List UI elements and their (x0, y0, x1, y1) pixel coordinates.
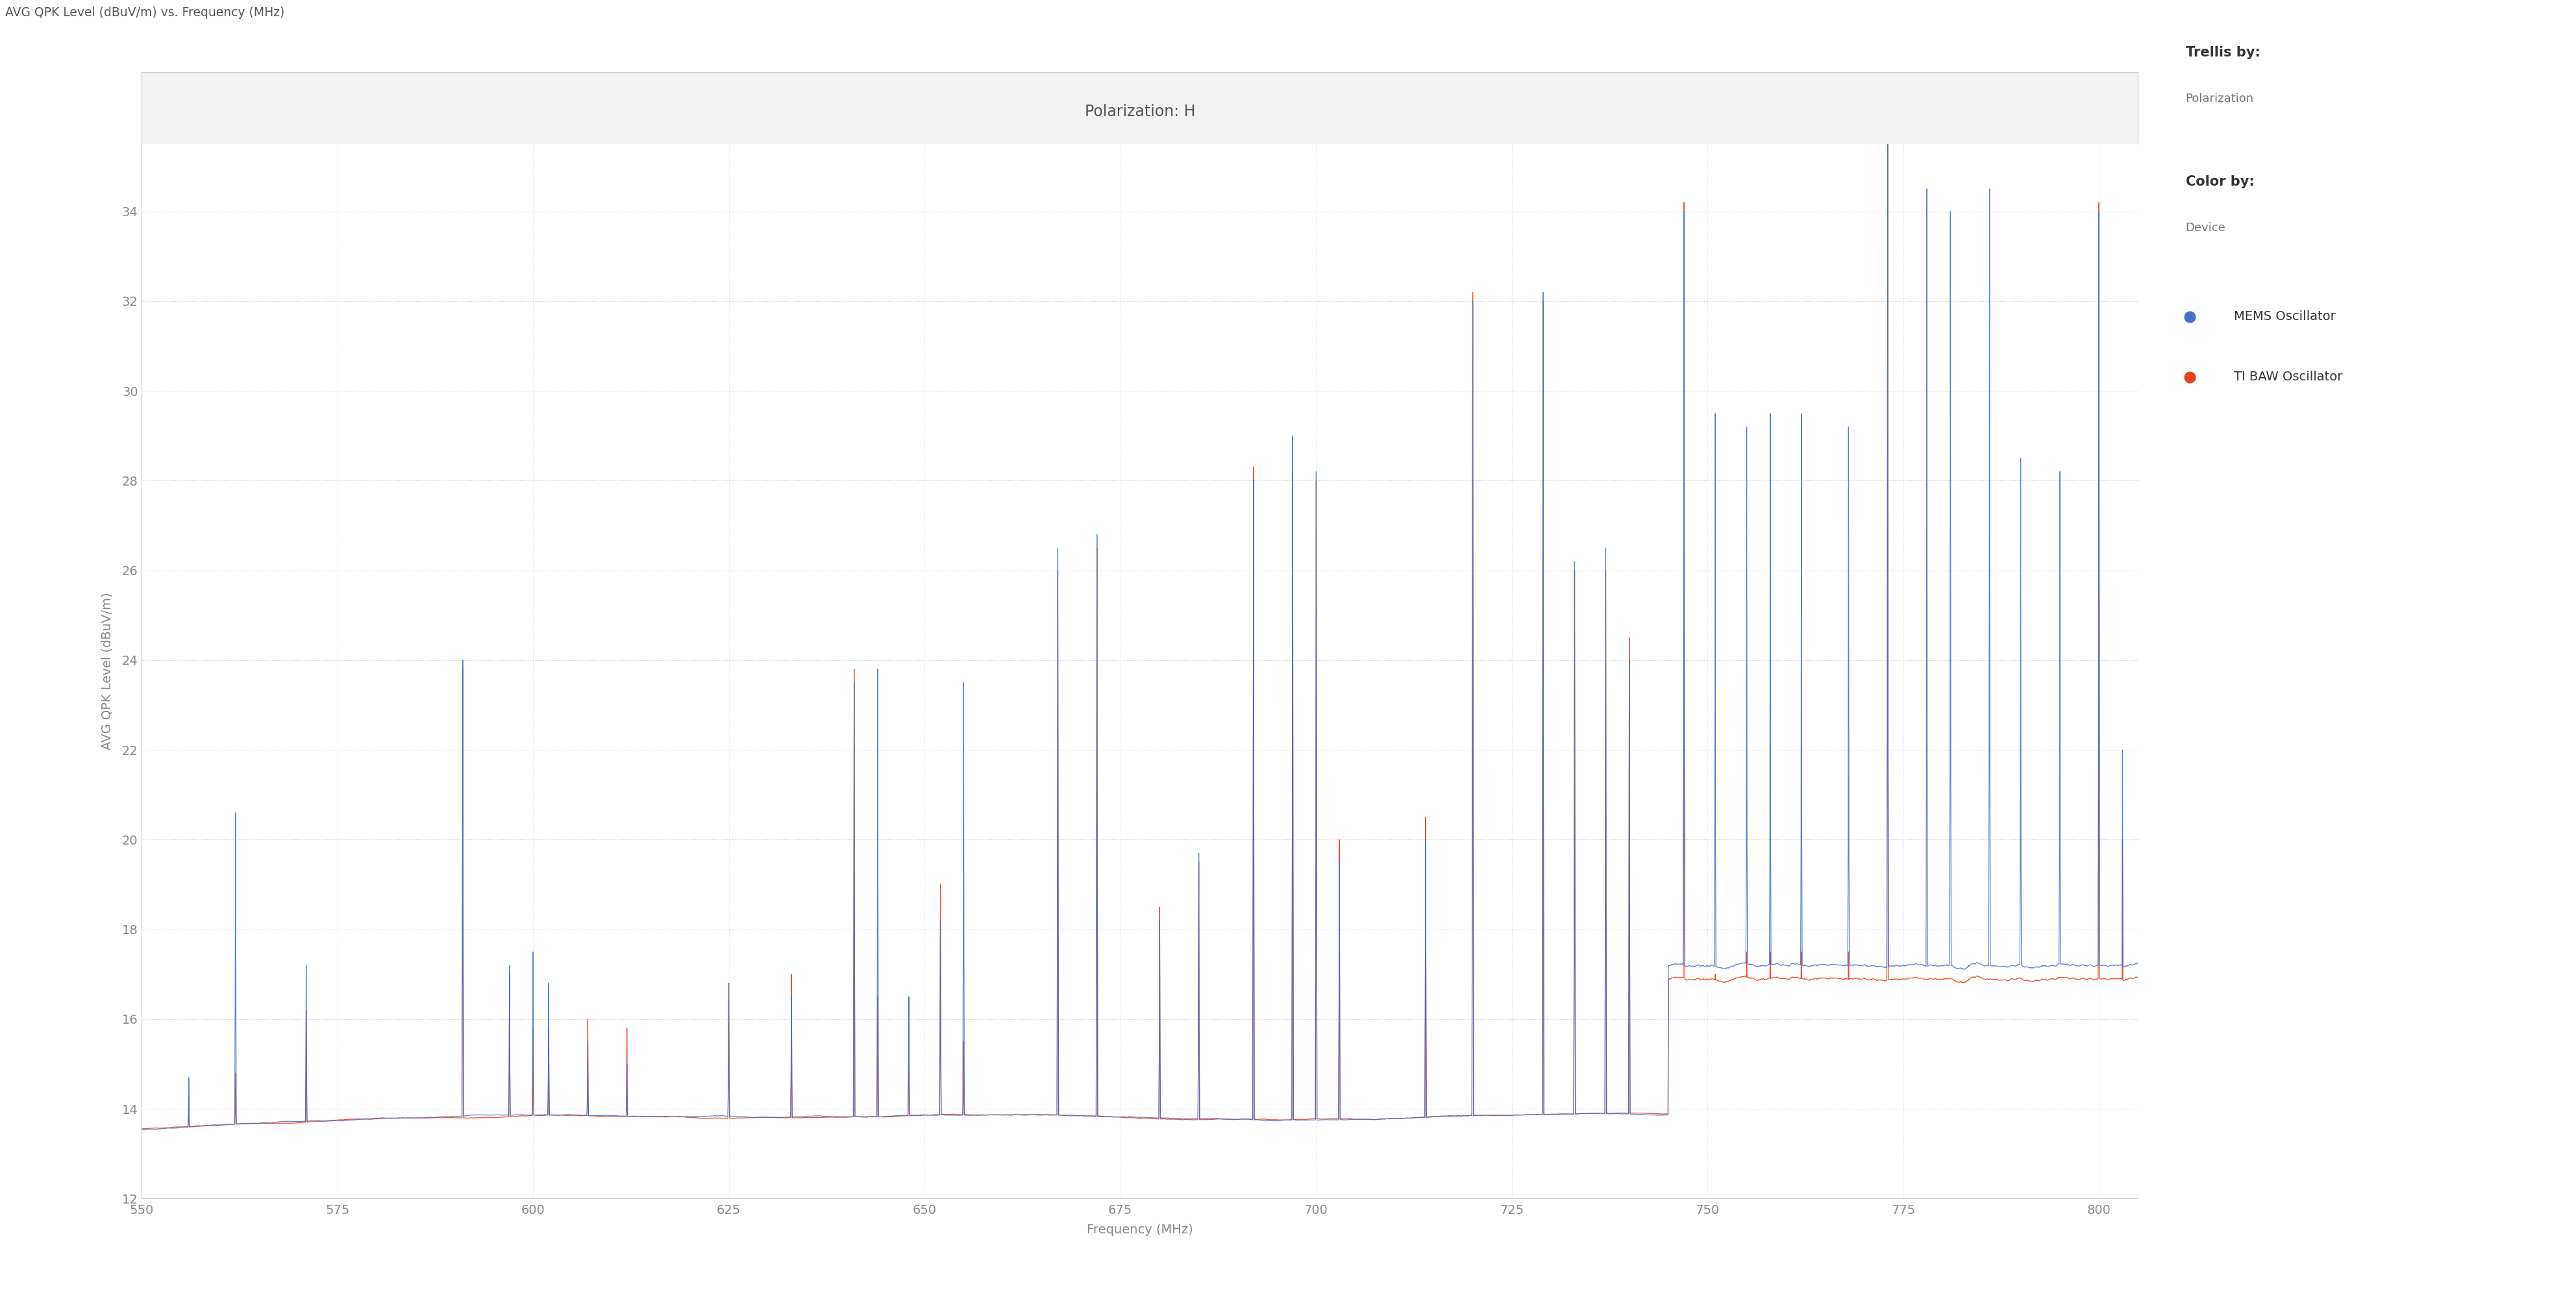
Text: Polarization: H: Polarization: H (1084, 103, 1195, 119)
Text: Color by:: Color by: (2184, 176, 2254, 189)
X-axis label: Frequency (MHz): Frequency (MHz) (1087, 1224, 1193, 1235)
Text: Trellis by:: Trellis by: (2184, 46, 2259, 59)
Text: TI BAW Oscillator: TI BAW Oscillator (2233, 371, 2342, 384)
Text: Polarization: Polarization (2184, 93, 2254, 105)
Text: Device: Device (2184, 221, 2226, 233)
Y-axis label: AVG QPK Level (dBuV/m): AVG QPK Level (dBuV/m) (100, 592, 113, 751)
Text: MEMS Oscillator: MEMS Oscillator (2233, 310, 2336, 322)
Text: AVG QPK Level (dBuV/m) vs. Frequency (MHz): AVG QPK Level (dBuV/m) vs. Frequency (MH… (5, 7, 283, 18)
